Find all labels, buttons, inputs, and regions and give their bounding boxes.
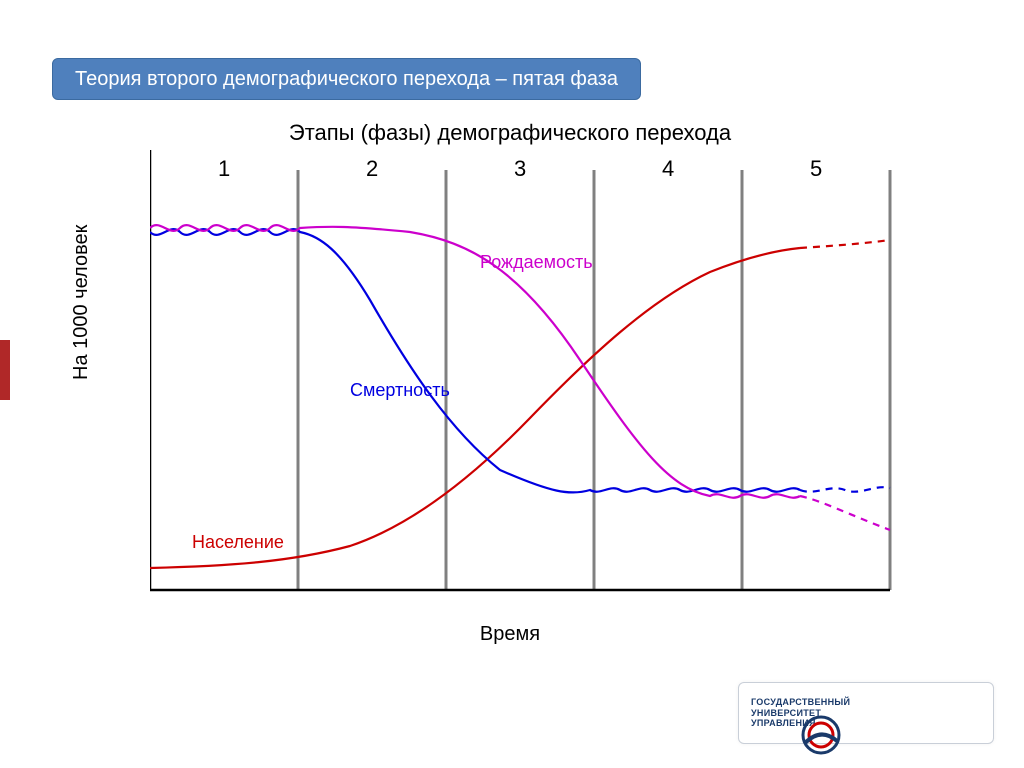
phase-label-3: 3 <box>514 156 526 182</box>
series-label-death: Смертность <box>350 380 450 401</box>
series-label-population: Население <box>192 532 284 553</box>
series-label-birth: Рождаемость <box>480 252 593 273</box>
left-accent <box>0 340 10 400</box>
phase-label-5: 5 <box>810 156 822 182</box>
phase-label-2: 2 <box>366 156 378 182</box>
university-logo: ГОСУДАРСТВЕННЫЙУНИВЕРСИТЕТУПРАВЛЕНИЯ <box>738 682 994 744</box>
chart: Этапы (фазы) демографического перехода Н… <box>90 120 930 640</box>
y-axis-label: На 1000 человек <box>70 225 93 380</box>
chart-title: Этапы (фазы) демографического перехода <box>90 120 930 146</box>
logo-icon <box>799 713 843 757</box>
phase-label-4: 4 <box>662 156 674 182</box>
x-axis-label: Время <box>90 623 930 646</box>
phase-label-1: 1 <box>218 156 230 182</box>
slide-title-text: Теория второго демографического перехода… <box>75 68 618 91</box>
slide-title: Теория второго демографического перехода… <box>52 58 641 100</box>
